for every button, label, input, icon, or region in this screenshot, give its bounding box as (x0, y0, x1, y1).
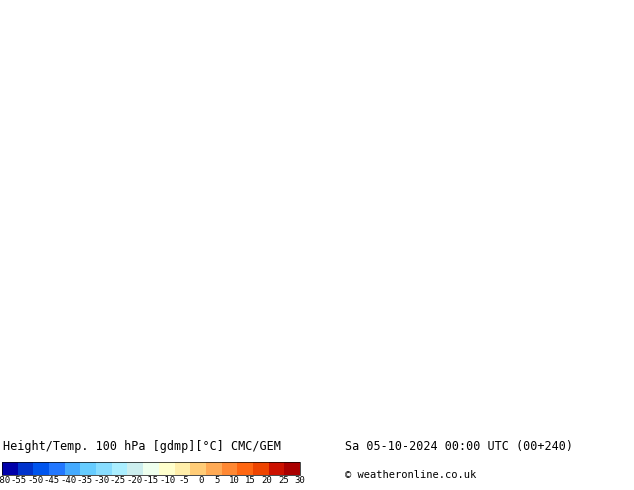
Text: -20: -20 (126, 476, 143, 485)
Bar (143, 462, 159, 475)
Bar (206, 462, 221, 475)
Bar (2, 462, 18, 475)
Text: -5: -5 (179, 476, 190, 485)
Bar (159, 462, 174, 475)
Bar (237, 462, 253, 475)
Bar (221, 462, 237, 475)
Bar (253, 462, 269, 475)
Text: -50: -50 (27, 476, 43, 485)
Bar (269, 462, 284, 475)
Text: Sa 05-10-2024 00:00 UTC (00+240): Sa 05-10-2024 00:00 UTC (00+240) (345, 440, 573, 453)
Text: -10: -10 (160, 476, 176, 485)
Text: -35: -35 (77, 476, 93, 485)
Text: -45: -45 (44, 476, 60, 485)
Bar (174, 462, 190, 475)
Text: -25: -25 (110, 476, 126, 485)
Text: © weatheronline.co.uk: © weatheronline.co.uk (345, 470, 476, 480)
Text: 5: 5 (214, 476, 220, 485)
Bar (190, 462, 206, 475)
Bar (49, 462, 65, 475)
Text: 10: 10 (228, 476, 239, 485)
Bar (284, 462, 300, 475)
Bar (112, 462, 127, 475)
Text: 20: 20 (261, 476, 272, 485)
Text: -40: -40 (60, 476, 76, 485)
Bar (96, 462, 112, 475)
Text: Height/Temp. 100 hPa [gdmp][°C] CMC/GEM: Height/Temp. 100 hPa [gdmp][°C] CMC/GEM (3, 440, 281, 453)
Text: 30: 30 (295, 476, 306, 485)
Text: 15: 15 (245, 476, 256, 485)
Bar (18, 462, 34, 475)
Text: -80: -80 (0, 476, 10, 485)
Bar (127, 462, 143, 475)
Bar (81, 462, 96, 475)
Bar (65, 462, 81, 475)
Text: -15: -15 (143, 476, 159, 485)
Text: 0: 0 (198, 476, 204, 485)
Bar (2, 462, 300, 475)
Bar (34, 462, 49, 475)
Text: 25: 25 (278, 476, 289, 485)
Text: -55: -55 (11, 476, 27, 485)
Text: -30: -30 (93, 476, 110, 485)
